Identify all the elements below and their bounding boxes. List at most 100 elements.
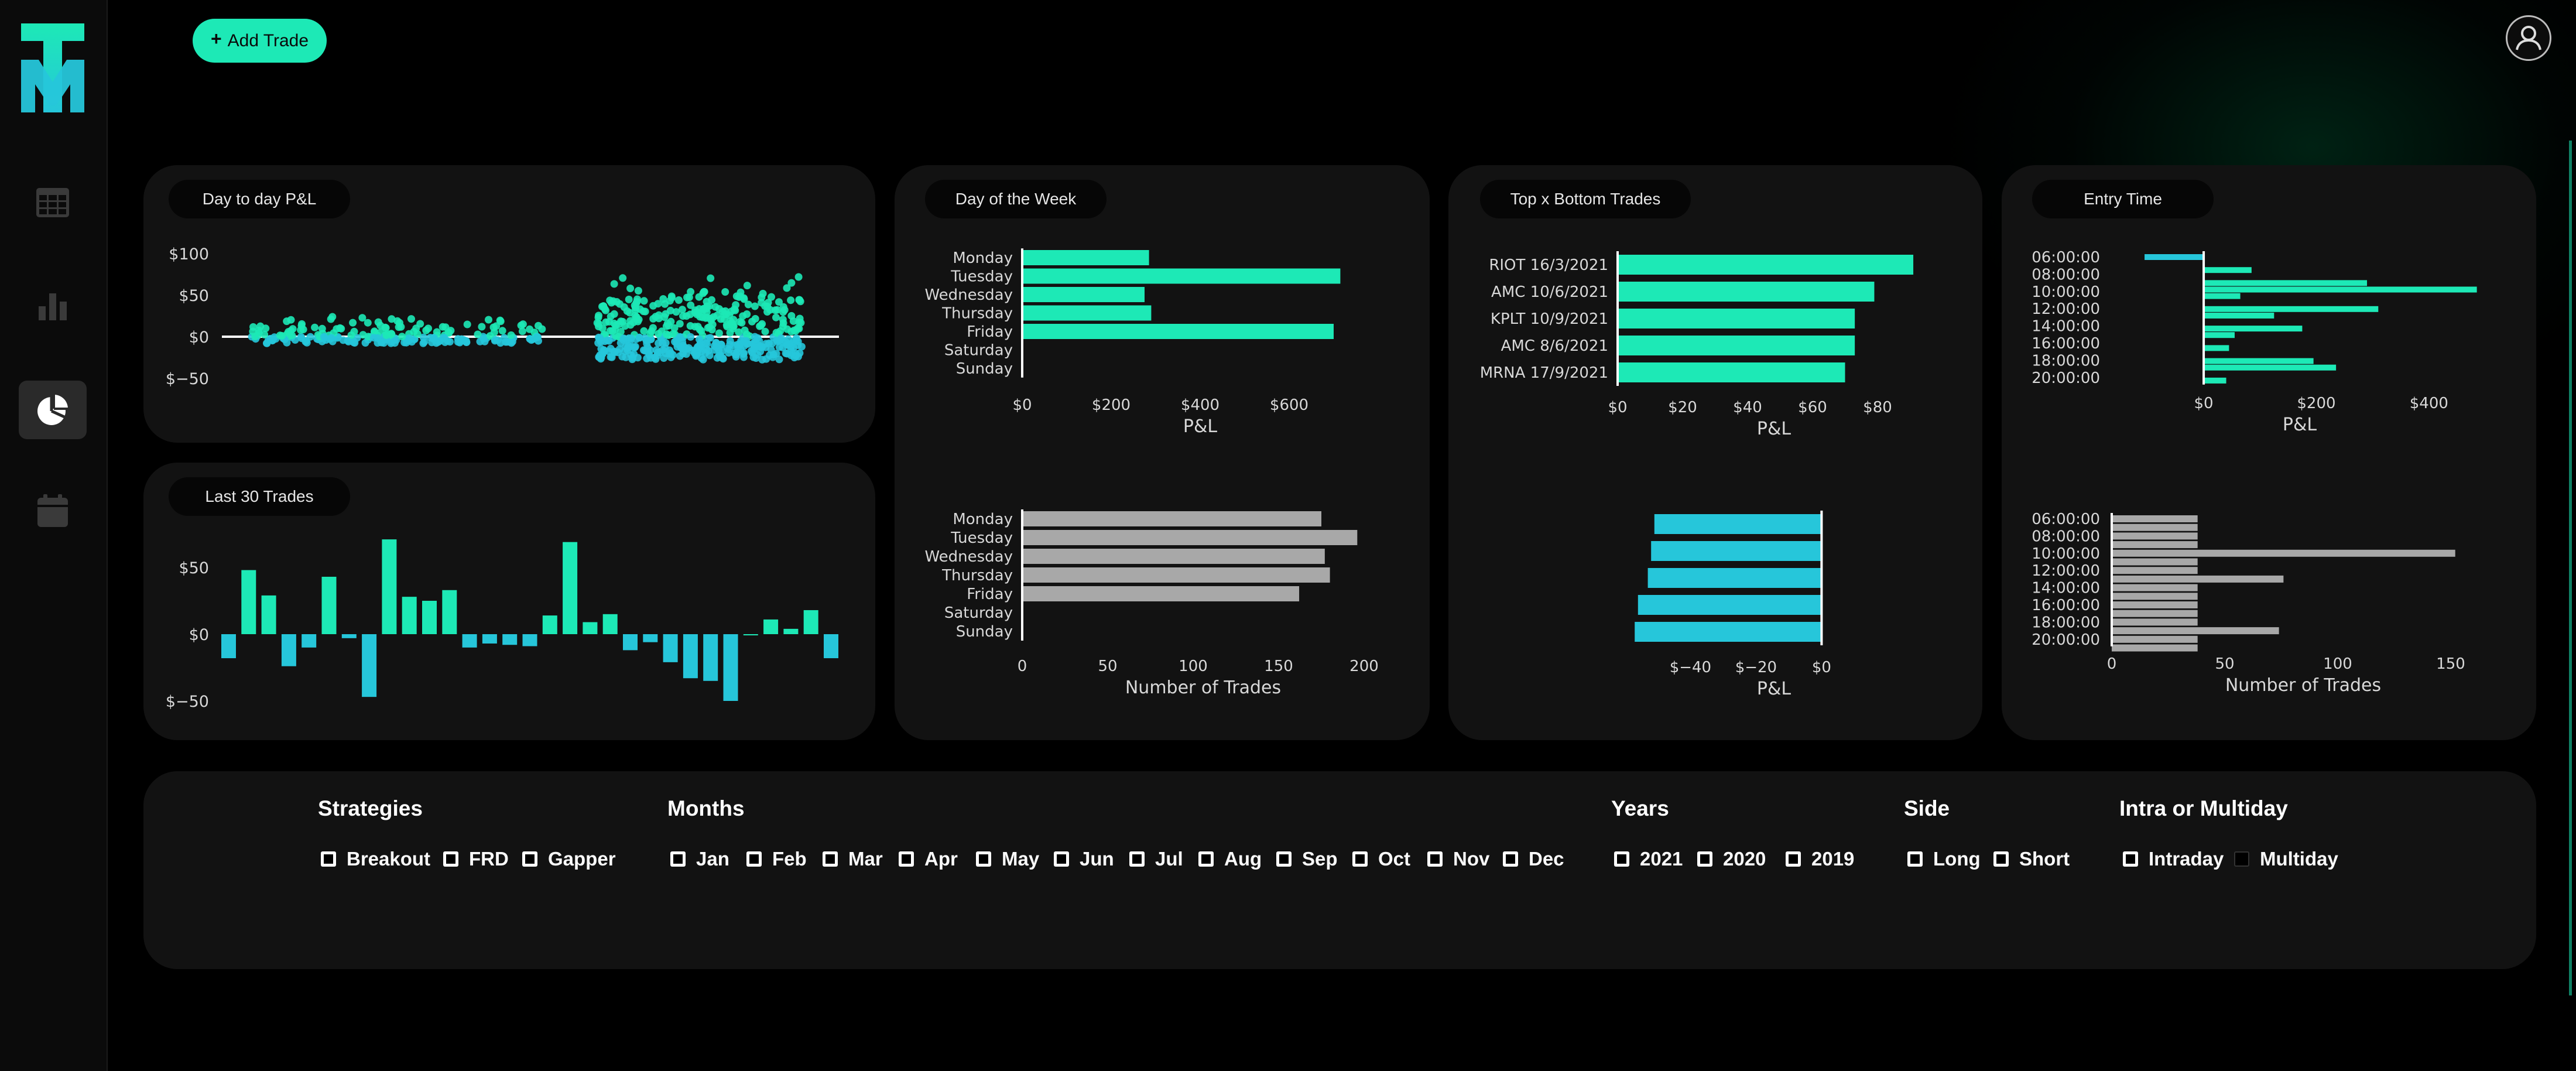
checkbox[interactable] xyxy=(1993,851,2009,867)
checkbox[interactable] xyxy=(522,851,537,867)
scatter-point xyxy=(600,346,608,354)
checkbox[interactable] xyxy=(1697,851,1712,867)
x-axis-label: Number of Trades xyxy=(2225,675,2381,696)
scatter-point xyxy=(769,351,777,359)
bar xyxy=(2204,345,2229,351)
filter-frd[interactable]: FRD xyxy=(443,848,509,870)
pie-chart-icon[interactable] xyxy=(19,381,87,439)
day-of-week-title: Day of the Week xyxy=(925,180,1107,218)
bar xyxy=(2112,523,2198,531)
tm-logo[interactable] xyxy=(21,23,84,112)
scatter-point xyxy=(732,301,740,309)
checkbox[interactable] xyxy=(899,851,914,867)
y-tick-label: 10:00:00 xyxy=(2032,283,2100,301)
calendar-icon[interactable] xyxy=(19,481,87,540)
scatter-point xyxy=(796,349,804,357)
scatter-point xyxy=(634,317,642,326)
filter-intraday[interactable]: Intraday xyxy=(2123,848,2224,870)
y-tick-label: 12:00:00 xyxy=(2032,562,2100,580)
checkbox[interactable] xyxy=(1786,851,1801,867)
bar xyxy=(1022,530,1358,545)
filter-month-feb[interactable]: Feb xyxy=(746,848,807,870)
filter-month-may[interactable]: May xyxy=(976,848,1039,870)
filter-month-mar[interactable]: Mar xyxy=(823,848,883,870)
filter-month-aug[interactable]: Aug xyxy=(1198,848,1262,870)
sidebar xyxy=(0,0,108,1071)
x-tick-label: 100 xyxy=(2323,655,2352,673)
scatter-point xyxy=(749,353,758,361)
checkbox[interactable] xyxy=(1352,851,1368,867)
filter-month-jan[interactable]: Jan xyxy=(670,848,729,870)
table-icon[interactable] xyxy=(19,173,87,232)
scatter-point xyxy=(661,300,669,308)
scatter-point xyxy=(422,326,430,334)
filter-gapper[interactable]: Gapper xyxy=(522,848,616,870)
scatter-point xyxy=(416,320,424,328)
x-tick-label: $−20 xyxy=(1735,659,1777,676)
filter-2020[interactable]: 2020 xyxy=(1697,848,1766,870)
filter-2019[interactable]: 2019 xyxy=(1786,848,1854,870)
checkbox[interactable] xyxy=(1129,851,1145,867)
filter-label: Gapper xyxy=(548,848,616,870)
scatter-point xyxy=(478,323,486,331)
filter-multiday[interactable]: Multiday xyxy=(2234,848,2338,870)
checkbox[interactable] xyxy=(2123,851,2138,867)
filter-month-sep[interactable]: Sep xyxy=(1276,848,1338,870)
scatter-point xyxy=(665,350,673,358)
checkbox[interactable] xyxy=(321,851,336,867)
scatter-point xyxy=(703,313,711,321)
filter-month-nov[interactable]: Nov xyxy=(1427,848,1489,870)
checkbox[interactable] xyxy=(1427,851,1443,867)
scatter-point xyxy=(699,305,707,313)
filter-month-apr[interactable]: Apr xyxy=(899,848,958,870)
bar-chart-icon[interactable] xyxy=(19,276,87,335)
filter-month-dec[interactable]: Dec xyxy=(1503,848,1564,870)
scatter-point xyxy=(463,338,471,346)
bar xyxy=(2204,364,2337,371)
scatter-point xyxy=(496,317,505,326)
scatter-point xyxy=(687,333,695,341)
filter-breakout[interactable]: Breakout xyxy=(321,848,430,870)
scatter-point xyxy=(748,317,756,326)
checkbox[interactable] xyxy=(746,851,762,867)
scatter-point xyxy=(743,282,751,290)
scatter-point xyxy=(751,302,759,310)
filter-month-jun[interactable]: Jun xyxy=(1054,848,1114,870)
checkbox[interactable] xyxy=(823,851,838,867)
y-tick-label: AMC 10/6/2021 xyxy=(1491,283,1608,301)
checkbox[interactable] xyxy=(2234,851,2249,867)
scatter-point xyxy=(683,312,691,320)
checkbox[interactable] xyxy=(670,851,686,867)
scatter-point xyxy=(498,327,506,335)
checkbox[interactable] xyxy=(1276,851,1292,867)
filter-month-jul[interactable]: Jul xyxy=(1129,848,1183,870)
scatter-point xyxy=(619,274,627,282)
bar xyxy=(1022,287,1145,302)
bar xyxy=(302,634,317,648)
years-group: Years xyxy=(1611,796,1669,821)
checkbox[interactable] xyxy=(1614,851,1629,867)
scatter-point xyxy=(700,288,708,296)
user-avatar-icon[interactable] xyxy=(2506,15,2551,61)
filter-month-oct[interactable]: Oct xyxy=(1352,848,1410,870)
add-trade-label: Add Trade xyxy=(227,30,309,50)
filter-label: Apr xyxy=(924,848,958,870)
filter-label: Jan xyxy=(696,848,729,870)
checkbox[interactable] xyxy=(976,851,991,867)
filter-long[interactable]: Long xyxy=(1907,848,1981,870)
bar xyxy=(643,634,658,642)
filter-short[interactable]: Short xyxy=(1993,848,2070,870)
add-trade-button[interactable]: + Add Trade xyxy=(193,19,327,63)
filter-2021[interactable]: 2021 xyxy=(1614,848,1683,870)
checkbox[interactable] xyxy=(1503,851,1518,867)
scatter-point xyxy=(731,306,739,314)
checkbox[interactable] xyxy=(1907,851,1923,867)
top-bottom-panel: Top x Bottom Trades RIOT 16/3/2021 AMC 10… xyxy=(1448,165,1982,740)
bar xyxy=(1618,282,1875,302)
scatter-point xyxy=(361,339,369,347)
scatter-point xyxy=(439,323,447,331)
scatter-point xyxy=(640,297,648,305)
checkbox[interactable] xyxy=(1054,851,1069,867)
checkbox[interactable] xyxy=(443,851,458,867)
checkbox[interactable] xyxy=(1198,851,1214,867)
